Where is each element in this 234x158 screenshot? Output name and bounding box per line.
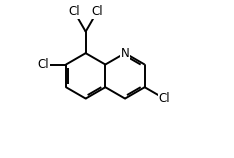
Text: Cl: Cl xyxy=(91,5,103,18)
Text: N: N xyxy=(121,47,129,60)
Text: Cl: Cl xyxy=(69,5,80,18)
Text: Cl: Cl xyxy=(158,92,170,105)
Text: Cl: Cl xyxy=(37,58,49,71)
